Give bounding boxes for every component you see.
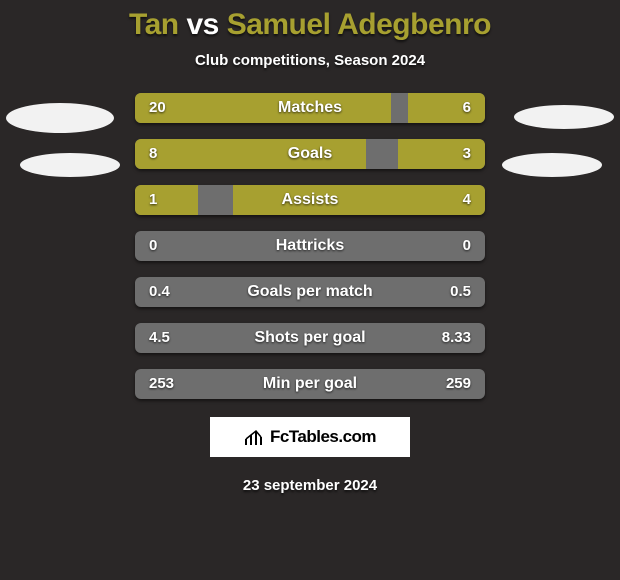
- stat-row: 206Matches: [135, 93, 485, 123]
- branding-text: FcTables.com: [270, 427, 376, 447]
- stat-row: 83Goals: [135, 139, 485, 169]
- stat-label: Goals per match: [135, 277, 485, 307]
- comparison-arena: 206Matches 83Goals 14Assists 00Hattricks 0.4…: [0, 93, 620, 399]
- player2-silhouette-head: [514, 105, 614, 129]
- player2-silhouette-body: [502, 153, 602, 177]
- player1-silhouette-body: [20, 153, 120, 177]
- branding-box: FcTables.com: [210, 417, 410, 457]
- stat-row: 0.40.5Goals per match: [135, 277, 485, 307]
- stat-row: 253259Min per goal: [135, 369, 485, 399]
- stat-label: Assists: [135, 185, 485, 215]
- stat-label: Matches: [135, 93, 485, 123]
- subtitle: Club competitions, Season 2024: [0, 52, 620, 69]
- stat-label: Shots per goal: [135, 323, 485, 353]
- stat-row: 14Assists: [135, 185, 485, 215]
- stat-row: 4.58.33Shots per goal: [135, 323, 485, 353]
- page-title: Tan vs Samuel Adegbenro: [0, 0, 620, 42]
- player1-name: Tan: [129, 8, 179, 41]
- stats-bars-container: 206Matches 83Goals 14Assists 00Hattricks 0.4…: [135, 93, 485, 399]
- stat-label: Goals: [135, 139, 485, 169]
- stat-label: Hattricks: [135, 231, 485, 261]
- footer-date: 23 september 2024: [0, 477, 620, 494]
- stat-label: Min per goal: [135, 369, 485, 399]
- player2-name: Samuel Adegbenro: [227, 8, 491, 41]
- bar-chart-icon: [244, 427, 266, 447]
- stat-row: 00Hattricks: [135, 231, 485, 261]
- player1-silhouette-head: [6, 103, 114, 133]
- vs-separator: vs: [186, 8, 218, 41]
